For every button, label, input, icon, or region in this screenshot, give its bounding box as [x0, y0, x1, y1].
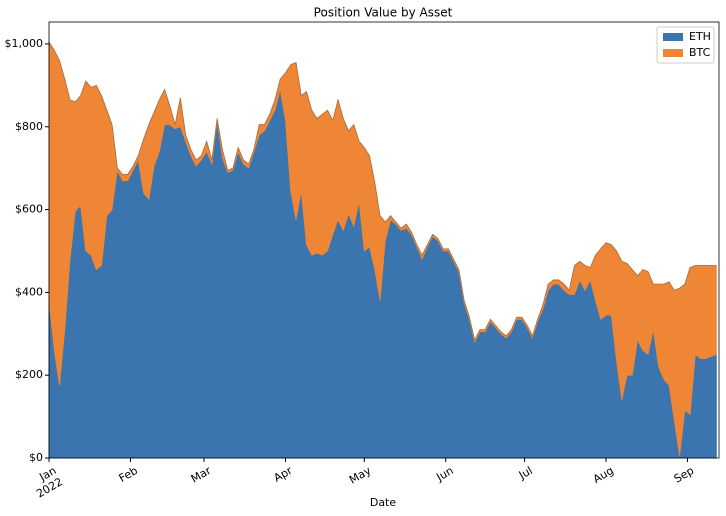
- plot-frame: [48, 21, 720, 459]
- y-tick-label: $1,000: [5, 37, 44, 50]
- y-tick-label: $600: [15, 203, 43, 216]
- legend-label: ETH: [689, 30, 711, 43]
- y-tick-label: $0: [29, 451, 43, 464]
- legend-label: BTC: [689, 46, 711, 59]
- y-tick-label: $800: [15, 120, 43, 133]
- legend-swatch: [663, 49, 683, 57]
- legend-swatch: [663, 33, 683, 41]
- y-tick-label: $200: [15, 368, 43, 381]
- area-edge: [48, 41, 717, 342]
- legend: ETH BTC: [656, 26, 715, 64]
- y-tick-label: $400: [15, 285, 43, 298]
- x-axis-label: Date: [370, 496, 397, 509]
- chart-title: Position Value by Asset: [314, 6, 453, 20]
